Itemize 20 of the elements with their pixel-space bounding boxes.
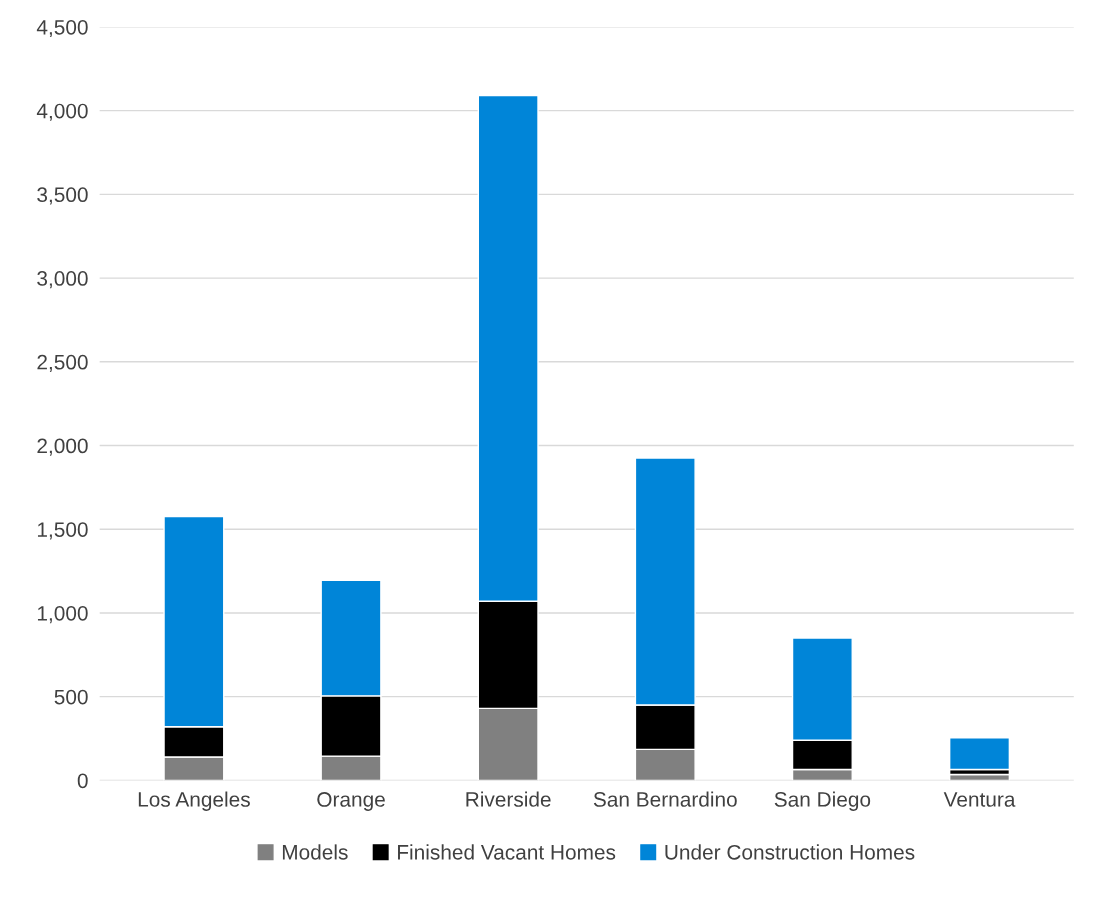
x-tick-label: San Diego xyxy=(774,791,871,811)
legend-label: Models xyxy=(282,844,348,860)
y-tick-label: 3,500 xyxy=(37,187,88,205)
y-tick-label: 2,500 xyxy=(37,354,88,372)
x-tick-label: Los Angeles xyxy=(138,791,250,811)
y-tick-label: 1,500 xyxy=(37,522,88,540)
x-tick-label: Ventura xyxy=(943,792,1016,807)
legend-label: Finished Vacant Homes xyxy=(398,844,616,860)
y-tick-label: 4,500 xyxy=(36,19,88,38)
y-tick-label: 4,000 xyxy=(36,103,88,121)
y-tick-label: 2,000 xyxy=(37,438,88,456)
x-tick-label: Riverside xyxy=(466,791,551,807)
y-tick-label: 1,000 xyxy=(37,605,88,624)
x-tick-label: Orange xyxy=(317,792,385,811)
y-tick-label: 0 xyxy=(77,773,88,789)
y-tick-label: 500 xyxy=(54,689,88,705)
legend-label: Under Construction Homes xyxy=(665,844,915,860)
bar xyxy=(948,736,1011,771)
y-tick-label: 3,000 xyxy=(37,271,88,289)
x-tick-label: San Bernardino xyxy=(593,791,737,807)
